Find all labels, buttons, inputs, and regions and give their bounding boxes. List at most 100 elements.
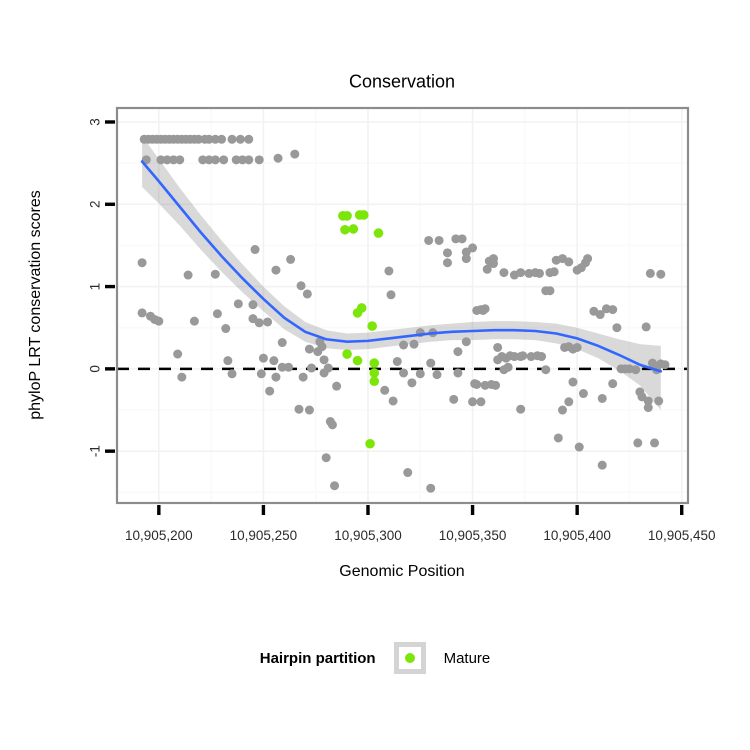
scatter-point	[386, 290, 396, 300]
scatter-point	[509, 352, 519, 362]
scatter-point	[204, 134, 214, 144]
scatter-point	[650, 438, 660, 448]
scatter-point	[277, 338, 287, 348]
scatter-point	[537, 352, 547, 362]
scatter-point	[248, 300, 258, 310]
scatter-point	[451, 234, 461, 244]
scatter-point	[643, 396, 653, 406]
scatter-point	[656, 269, 666, 279]
mature-scatter-point	[356, 303, 367, 313]
scatter-point	[549, 267, 559, 277]
scatter-point	[488, 259, 498, 269]
scatter-point	[461, 254, 471, 264]
scatter-point	[156, 155, 166, 165]
chart-title: Conservation	[348, 71, 456, 92]
panel-border	[115, 106, 690, 505]
scatter-point	[250, 245, 260, 255]
y-tick-label: 3	[88, 118, 103, 126]
scatter-point	[597, 393, 607, 403]
scatter-point	[545, 286, 555, 296]
scatter-point	[641, 322, 651, 332]
scatter-point	[633, 438, 643, 448]
mature-scatter-point	[342, 211, 352, 221]
scatter-point	[302, 289, 312, 299]
scatter-point	[558, 405, 568, 415]
scatter-point	[461, 337, 471, 347]
scatter-point	[631, 365, 641, 375]
scatter-point	[263, 317, 273, 327]
scatter-point	[647, 358, 657, 368]
scatter-point	[233, 299, 243, 309]
scatter-point	[499, 268, 509, 278]
scatter-point	[476, 397, 486, 407]
scatter-point	[564, 397, 574, 407]
scatter-point	[307, 363, 317, 373]
scatter-point	[227, 134, 237, 144]
scatter-point	[175, 155, 185, 165]
scatter-point	[595, 310, 605, 320]
scatter-point	[237, 155, 247, 165]
scatter-point	[482, 264, 492, 274]
smooth-trend-line	[140, 160, 663, 373]
scatter-point	[442, 248, 452, 258]
scatter-point	[286, 254, 296, 264]
scatter-point	[294, 404, 304, 414]
x-axis-title: Genomic Position	[339, 563, 465, 580]
legend-item-label: Mature	[443, 649, 491, 667]
scatter-point	[244, 134, 254, 144]
x-tick-label: 10,905,350	[439, 528, 507, 543]
scatter-point	[189, 316, 199, 326]
scatter-point	[409, 339, 419, 349]
scatter-point	[432, 370, 442, 380]
scatter-point	[407, 378, 417, 388]
scatter-point	[271, 372, 281, 382]
scatter-point	[254, 155, 264, 165]
scatter-point	[332, 381, 342, 391]
scatter-point	[503, 362, 513, 372]
scatter-point	[480, 304, 490, 314]
scatter-point	[227, 369, 237, 379]
y-axis-title: phyloP LRT conservation scores	[27, 190, 44, 420]
mature-scatter-point	[369, 358, 380, 368]
scatter-point	[271, 265, 281, 275]
scatter-point	[516, 268, 526, 278]
scatter-point	[273, 153, 283, 163]
scatter-point	[608, 379, 618, 389]
scatter-point	[384, 266, 394, 276]
scatter-point	[194, 134, 204, 144]
scatter-point	[392, 356, 402, 366]
scatter-point	[210, 155, 220, 165]
mature-scatter-point	[340, 224, 350, 235]
scatter-point	[468, 397, 478, 407]
scatter-point	[564, 257, 574, 267]
scatter-point	[319, 355, 329, 365]
scatter-point	[424, 235, 434, 245]
scatter-point	[296, 281, 306, 291]
scatter-point	[574, 442, 584, 452]
scatter-point	[298, 372, 308, 382]
scatter-point	[183, 270, 193, 280]
scatter-point	[204, 155, 214, 165]
x-tick-label: 10,905,250	[230, 528, 298, 543]
scatter-point	[284, 362, 294, 372]
scatter-point	[210, 134, 220, 144]
scatter-point	[221, 324, 231, 334]
x-tick-label: 10,905,400	[543, 528, 611, 543]
legend-title: Hairpin partition	[259, 649, 376, 667]
scatter-point	[254, 318, 264, 328]
scatter-point	[426, 483, 436, 493]
scatter-point	[265, 386, 275, 396]
mature-scatter-point	[352, 355, 363, 366]
mature-point-icon	[404, 653, 415, 663]
y-tick-label: 2	[88, 201, 103, 209]
scatter-point	[568, 377, 578, 387]
scatter-point	[231, 155, 241, 165]
scatter-point	[219, 155, 229, 165]
scatter-point	[518, 351, 528, 361]
scatter-point	[434, 235, 444, 245]
scatter-point	[643, 403, 653, 413]
legend: Hairpin partition Mature	[0, 632, 750, 684]
scatter-point	[541, 365, 551, 375]
scatter-point	[256, 369, 266, 379]
